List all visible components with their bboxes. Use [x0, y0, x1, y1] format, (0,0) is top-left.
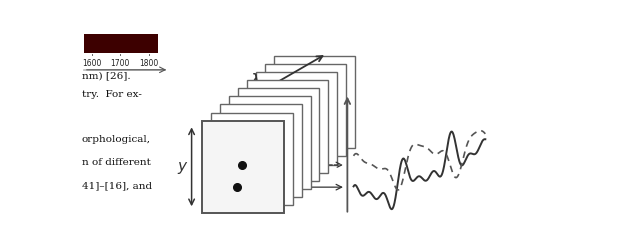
Bar — [265, 64, 346, 156]
Bar — [84, 34, 157, 53]
Bar — [202, 121, 284, 213]
Text: nm) [26].: nm) [26]. — [81, 71, 130, 80]
Text: λ: λ — [250, 73, 260, 91]
Text: 1700: 1700 — [111, 59, 130, 68]
Bar — [247, 80, 328, 173]
Bar — [229, 96, 310, 189]
Bar — [238, 88, 319, 181]
Bar — [256, 72, 337, 164]
Text: try.  For ex-: try. For ex- — [81, 90, 141, 99]
Text: 1600: 1600 — [82, 59, 101, 68]
Bar — [211, 113, 292, 205]
Text: 41]–[16], and: 41]–[16], and — [81, 181, 152, 190]
Text: 1800: 1800 — [140, 59, 159, 68]
Text: y: y — [177, 159, 186, 174]
Text: orphological,: orphological, — [81, 135, 150, 144]
Bar — [274, 56, 355, 148]
Text: n of different: n of different — [81, 158, 150, 167]
Bar — [220, 104, 301, 197]
